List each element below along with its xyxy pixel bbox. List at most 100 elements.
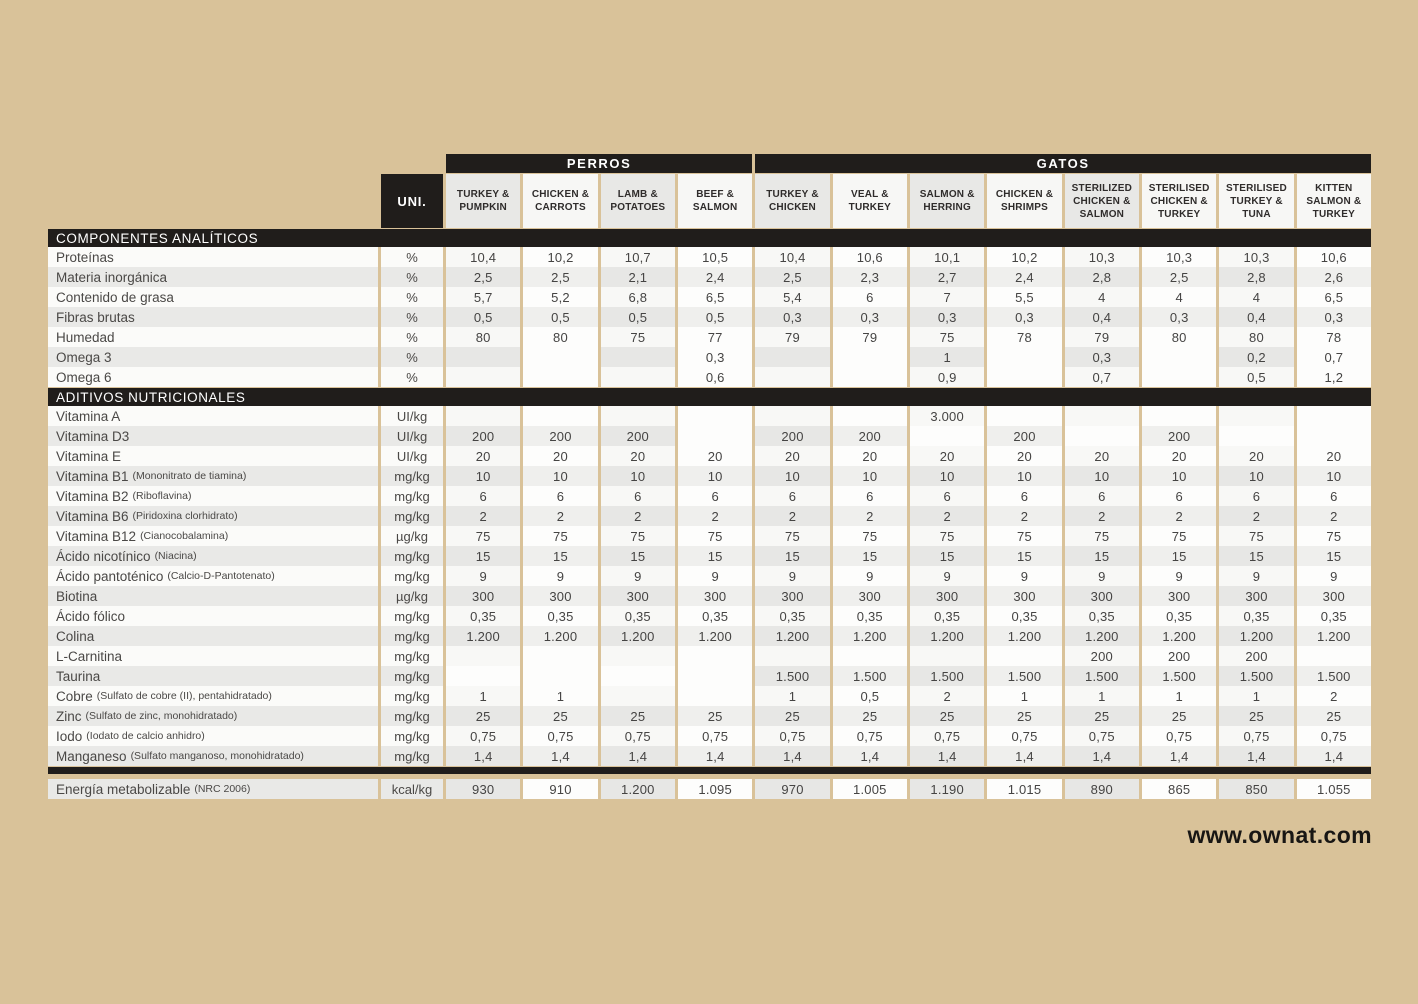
- value-cell: 0,75: [523, 726, 598, 746]
- value-cell: 25: [678, 706, 753, 726]
- value-cell: 0,35: [446, 606, 521, 626]
- value-cell: 0,3: [755, 307, 830, 327]
- value-cell: 2: [1296, 506, 1371, 526]
- row-label: Materia inorgánica: [48, 267, 378, 287]
- row-label-text: Materia inorgánica: [56, 269, 168, 285]
- value-cell: 9: [523, 566, 598, 586]
- value-cell: 5,2: [523, 287, 598, 307]
- row-label-note: (Riboflavina): [132, 490, 192, 502]
- value-cell: 200: [1142, 426, 1217, 446]
- value-cell: 0,3: [678, 347, 753, 367]
- value-cell: 6,5: [1296, 287, 1371, 307]
- value-cell: 1.200: [832, 626, 907, 646]
- value-cell: 0,5: [1219, 367, 1294, 387]
- table-row: Ácido nicotínico (Niacina) mg/kg 15 15 15 15 15…: [48, 546, 1371, 566]
- value-cell: 0,5: [446, 307, 521, 327]
- value-cell: 1.500: [910, 666, 985, 686]
- value-cell: 2,4: [987, 267, 1062, 287]
- value-cell: 2,6: [1296, 267, 1371, 287]
- value-cell: 10,3: [1142, 247, 1217, 267]
- row-unit: mg/kg: [381, 746, 443, 766]
- value-cell: [832, 406, 907, 426]
- value-cell: [1064, 406, 1139, 426]
- value-cell: 0,75: [987, 726, 1062, 746]
- value-cell: 0,4: [1219, 307, 1294, 327]
- value-cell: 1,2: [1296, 367, 1371, 387]
- value-cell: 10: [832, 466, 907, 486]
- value-cell: 2,5: [755, 267, 830, 287]
- row-label-text: Vitamina B1: [56, 468, 129, 484]
- value-cell: 1.200: [1064, 626, 1139, 646]
- value-cell: 25: [910, 706, 985, 726]
- table-row: Humedad% 80 80 75 77 79 79 75 78 79 80 80 78: [48, 327, 1371, 347]
- value-cell: 25: [1142, 706, 1217, 726]
- value-cell: 1,4: [910, 746, 985, 766]
- value-cell: 10: [523, 466, 598, 486]
- value-cell: 10: [1064, 466, 1139, 486]
- value-cell: 2,8: [1219, 267, 1294, 287]
- row-label-text: Colina: [56, 628, 95, 644]
- value-cell: 1.500: [987, 666, 1062, 686]
- value-cell: 9: [1219, 566, 1294, 586]
- value-cell: 6: [1142, 486, 1217, 506]
- table-row: Ácido pantoténico (Calcio-D-Pantotenato) m…: [48, 566, 1371, 586]
- row-label-note: (Sulfato manganoso, monohidratado): [130, 750, 304, 762]
- value-cell: 300: [755, 586, 830, 606]
- value-cell: [1296, 426, 1371, 446]
- row-label-text: Manganeso: [56, 748, 127, 764]
- column-header: SALMON & HERRING: [910, 174, 985, 228]
- value-cell: 2: [1142, 506, 1217, 526]
- value-cell: 80: [1142, 327, 1217, 347]
- value-cell: 75: [1219, 526, 1294, 546]
- value-cell: 75: [755, 526, 830, 546]
- value-cell: 2,8: [1064, 267, 1139, 287]
- value-cell: 25: [987, 706, 1062, 726]
- value-cell: 9: [1296, 566, 1371, 586]
- row-label: Energía metabolizable (NRC 2006): [48, 779, 378, 799]
- value-cell: 6: [910, 486, 985, 506]
- value-cell: 20: [755, 446, 830, 466]
- value-cell: 0,6: [678, 367, 753, 387]
- row-label: Manganeso (Sulfato manganoso, monohidrata…: [48, 746, 378, 766]
- value-cell: 890: [1064, 779, 1139, 799]
- value-cell: 20: [987, 446, 1062, 466]
- value-cell: 1.200: [1219, 626, 1294, 646]
- section-header: ADITIVOS NUTRICIONALES: [48, 388, 1371, 406]
- value-cell: 2: [446, 506, 521, 526]
- value-cell: 10,4: [446, 247, 521, 267]
- value-cell: 6: [446, 486, 521, 506]
- value-cell: [987, 406, 1062, 426]
- row-unit: %: [381, 367, 443, 387]
- value-cell: 75: [987, 526, 1062, 546]
- value-cell: 10: [1142, 466, 1217, 486]
- value-cell: [523, 406, 598, 426]
- value-cell: 1.500: [755, 666, 830, 686]
- value-cell: 9: [1064, 566, 1139, 586]
- value-cell: 1,4: [1296, 746, 1371, 766]
- value-cell: 9: [987, 566, 1062, 586]
- row-unit: %: [381, 267, 443, 287]
- row-unit: UI/kg: [381, 446, 443, 466]
- value-cell: 75: [1296, 526, 1371, 546]
- value-cell: 300: [1219, 586, 1294, 606]
- row-unit: UI/kg: [381, 426, 443, 446]
- row-label: Cobre (Sulfato de cobre (II), pentahidrat…: [48, 686, 378, 706]
- value-cell: 1.500: [1064, 666, 1139, 686]
- value-cell: 20: [1064, 446, 1139, 466]
- value-cell: 10,4: [755, 247, 830, 267]
- value-cell: 20: [832, 446, 907, 466]
- value-cell: 25: [1296, 706, 1371, 726]
- value-cell: 0,35: [1064, 606, 1139, 626]
- value-cell: 1,4: [600, 746, 675, 766]
- value-cell: 10,1: [910, 247, 985, 267]
- value-cell: [755, 406, 830, 426]
- row-label-text: Cobre: [56, 688, 93, 704]
- value-cell: 2,3: [832, 267, 907, 287]
- value-cell: 1.200: [1142, 626, 1217, 646]
- value-cell: 75: [910, 327, 985, 347]
- row-label-note: (NRC 2006): [194, 783, 251, 795]
- table-row: Vitamina B12 (Cianocobalamina) µg/kg 75 75 75…: [48, 526, 1371, 546]
- value-cell: 300: [832, 586, 907, 606]
- value-cell: 25: [1219, 706, 1294, 726]
- table-row: Materia inorgánica% 2,5 2,5 2,1 2,4 2,5 2,3 2,7…: [48, 267, 1371, 287]
